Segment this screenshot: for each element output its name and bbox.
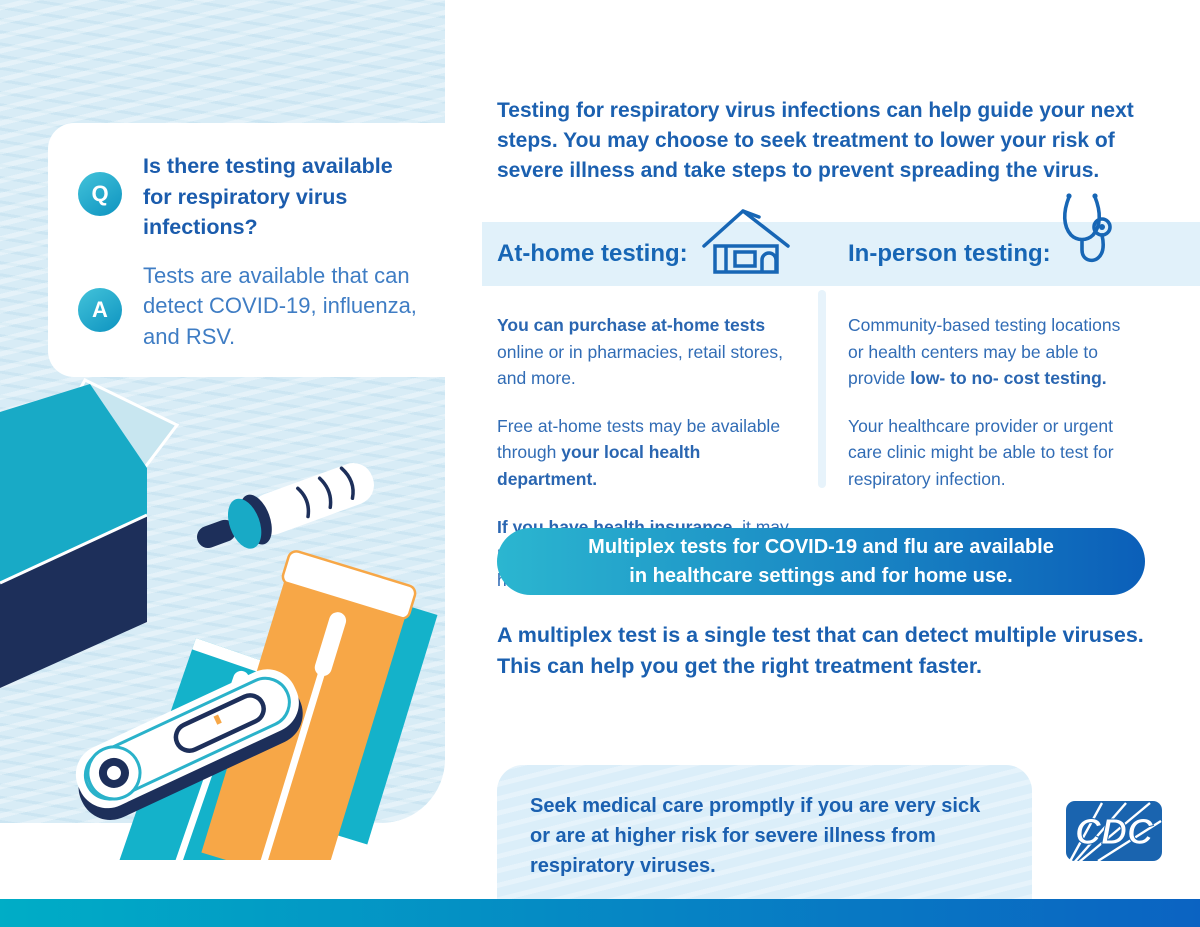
question-text: Is there testing available for respirato… [143,154,393,240]
house-icon [702,209,790,274]
in-person-p1-bold: low- to no- cost testing. [910,368,1107,389]
answer-badge: A [78,288,122,332]
at-home-p1-bold: You can purchase at-home tests [497,315,766,335]
multiplex-banner-line1: Multiplex tests for COVID-19 and flu are… [588,535,1054,558]
question-badge-letter: Q [91,181,109,206]
column-divider [818,290,826,488]
question-badge: Q [78,172,122,216]
multiplex-banner-line2: in healthcare settings and for home use. [629,564,1013,587]
cdc-logo-text: CDC [1075,811,1154,852]
at-home-paragraph-1: You can purchase at-home tests online or… [497,312,799,392]
cdc-logo: CDC [1066,801,1162,866]
test-kit-illustration [0,378,438,860]
at-home-paragraph-2: Free at-home tests may be available thro… [497,413,799,493]
orange-swab-packet-illustration [201,550,417,860]
in-person-p1-pre: Community-based testing locations or hea… [848,315,1121,389]
in-person-testing-heading: In-person testing: [848,240,1051,267]
at-home-p1-rest: online or in pharmacies, retail stores, … [497,341,783,389]
at-home-testing-heading: At-home testing: [497,240,688,267]
answer-badge-letter: A [92,297,108,322]
seek-care-text: Seek medical care promptly if you are ve… [530,795,981,877]
seek-care-box: Seek medical care promptly if you are ve… [497,765,1032,899]
bottom-gradient-bar [0,899,1200,927]
intro-paragraph: Testing for respiratory virus infections… [497,99,1134,183]
test-kit-box-illustration [0,378,180,688]
dropper-illustration [196,463,374,549]
in-person-testing-column: Community-based testing locations or hea… [848,312,1140,514]
answer-text: Tests are available that can detect COVI… [143,263,417,349]
stethoscope-icon [1062,193,1112,263]
at-home-p2-pre: Free at-home tests may be available thro… [497,415,781,463]
in-person-paragraph-2: Your healthcare provider or urgent care … [848,415,1114,489]
multiplex-banner: Multiplex tests for COVID-19 and flu are… [497,528,1145,595]
test-cassette-illustration [75,669,303,820]
multiplex-note: A multiplex test is a single test that c… [497,623,1144,678]
at-home-p2-bold: your local health department. [497,442,701,489]
in-person-paragraph-1: Community-based testing locations or hea… [848,312,1140,392]
qa-card: Q Is there testing available for respira… [48,123,480,377]
section-heading-band [482,222,1200,286]
